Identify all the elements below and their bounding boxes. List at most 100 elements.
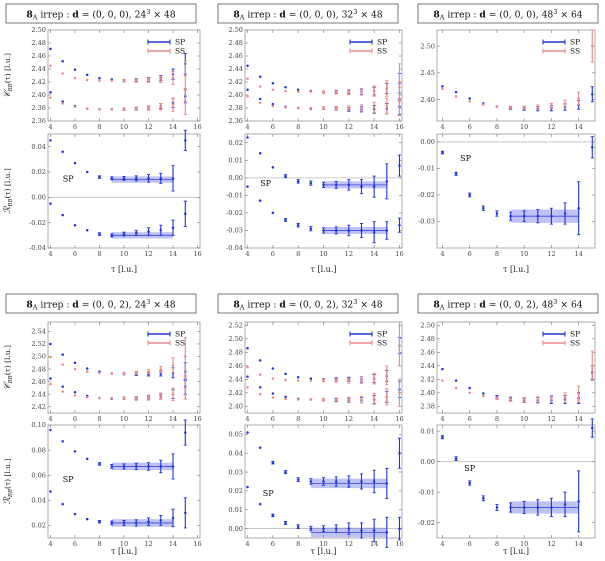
data-point (359, 473, 364, 490)
y-tick-label: 2.46 (31, 52, 46, 60)
data-point (134, 519, 138, 527)
data-point (183, 497, 187, 529)
series-sp (246, 64, 402, 96)
data-marker (296, 379, 300, 382)
data-marker (271, 514, 275, 517)
data-marker (98, 232, 101, 236)
data-point (590, 350, 594, 382)
y-tick-label: 2.40 (228, 91, 243, 99)
data-marker (61, 502, 64, 506)
data-marker (360, 529, 363, 532)
y-tick-label: -0.02 (418, 519, 435, 527)
x-tick-label: 8 (296, 540, 300, 548)
data-point (334, 397, 338, 402)
series-annotation: SP (460, 154, 471, 163)
data-point (98, 371, 101, 375)
series-sp (246, 185, 402, 244)
y-tick-label: -0.04 (29, 244, 46, 252)
data-point (258, 392, 262, 396)
y-tick-label: 2.50 (420, 322, 435, 330)
data-marker (372, 230, 376, 234)
data-marker (309, 90, 313, 93)
data-marker (454, 457, 458, 460)
data-marker (591, 146, 594, 149)
plot-frame (436, 424, 596, 539)
data-marker (347, 480, 351, 483)
data-point (536, 104, 540, 110)
y-tick-label: -0.03 (418, 218, 435, 226)
data-marker (372, 480, 376, 483)
data-point (508, 211, 513, 221)
data-marker (258, 75, 262, 79)
data-point (334, 524, 338, 533)
data-point (159, 514, 163, 526)
series-sp (49, 490, 187, 529)
data-marker (61, 100, 64, 103)
data-point (49, 342, 52, 346)
x-tick-label: 6 (468, 540, 472, 548)
y-tick-label: 2.42 (31, 403, 46, 411)
series-sp (49, 89, 187, 111)
data-point (49, 428, 52, 432)
data-marker (563, 102, 567, 106)
data-point (271, 377, 275, 380)
series-ss (246, 63, 402, 101)
data-marker (360, 90, 363, 93)
data-point (385, 80, 389, 97)
data-marker (334, 379, 338, 382)
data-point (563, 491, 567, 518)
data-marker (284, 85, 287, 89)
data-marker (309, 398, 313, 401)
x-tick-label: 12 (345, 540, 353, 548)
data-point (49, 47, 52, 51)
data-point (97, 462, 102, 466)
data-point (122, 107, 126, 112)
x-tick-label: 4 (48, 415, 52, 423)
data-point (271, 367, 275, 370)
data-marker (258, 446, 262, 449)
data-point (271, 102, 275, 106)
data-marker (147, 396, 150, 399)
data-marker (258, 152, 262, 155)
data-marker (246, 485, 249, 489)
data-point (549, 102, 554, 110)
data-point (258, 359, 262, 362)
data-marker (482, 497, 485, 500)
data-point (296, 398, 300, 401)
data-marker (536, 398, 540, 401)
data-point (85, 367, 89, 370)
data-marker (49, 377, 52, 380)
y-tick-label: 2.44 (31, 65, 46, 73)
data-marker (360, 106, 363, 110)
legend-label: SS (377, 47, 387, 56)
data-marker (85, 78, 89, 82)
y-tick-label: 0.01 (228, 157, 243, 165)
data-marker (309, 106, 313, 110)
data-marker (296, 90, 300, 93)
data-point (347, 377, 351, 384)
data-point (271, 396, 275, 399)
data-point (110, 233, 114, 238)
data-marker (347, 91, 351, 94)
data-point (246, 431, 249, 434)
series-sp (246, 136, 402, 200)
data-marker (184, 386, 187, 390)
data-point (372, 85, 376, 97)
data-marker (73, 512, 77, 516)
data-marker (334, 527, 338, 530)
data-point (98, 396, 101, 400)
x-axis-label: τ [l.u.] (503, 547, 529, 556)
data-point (495, 503, 499, 511)
data-marker (322, 183, 325, 187)
data-point (372, 221, 376, 244)
data-marker (284, 470, 287, 474)
data-point (146, 227, 151, 236)
data-marker (296, 223, 300, 227)
series-sp (440, 136, 594, 236)
chart-panel-2: 8A irrep : d = (0, 0, 0), 323 × 482.362.… (217, 3, 404, 274)
data-marker (296, 525, 300, 528)
data-marker (284, 106, 287, 109)
data-point (171, 165, 175, 192)
data-point (85, 396, 89, 399)
